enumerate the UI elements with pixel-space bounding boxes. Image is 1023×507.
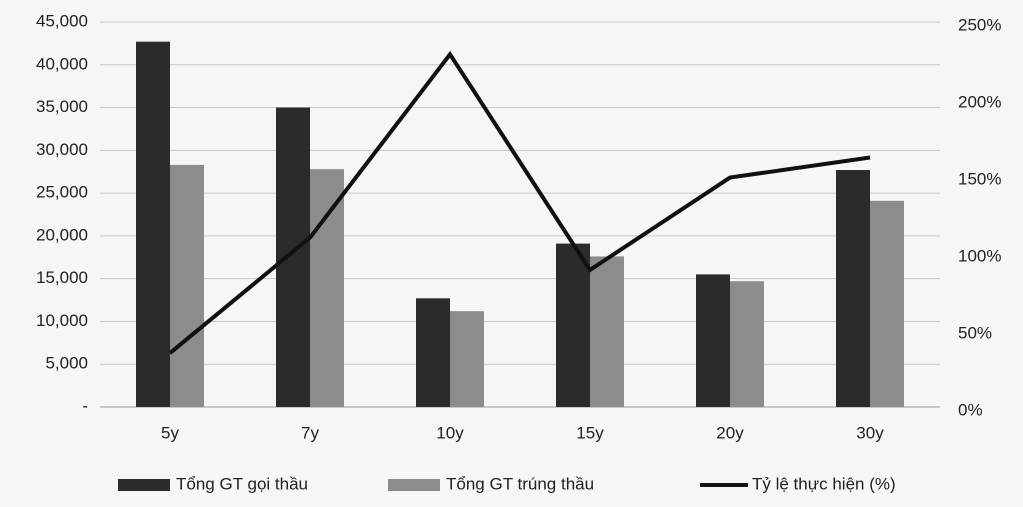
- y-tick-label: 15,000: [36, 268, 88, 287]
- legend-swatch: [388, 479, 440, 491]
- bar: [416, 298, 450, 407]
- bar: [136, 41, 170, 408]
- y-tick-label: 40,000: [36, 54, 88, 73]
- x-tick-label: 15y: [576, 423, 604, 442]
- bar: [310, 169, 344, 407]
- bar: [870, 200, 904, 407]
- y-tick-label: 10,000: [36, 311, 88, 330]
- y-tick-label: 25,000: [36, 183, 88, 202]
- y-tick-label: 20,000: [36, 225, 88, 244]
- y2-tick-label: 100%: [958, 246, 1001, 265]
- y-tick-label: 30,000: [36, 140, 88, 159]
- y-tick-label: 45,000: [36, 11, 88, 30]
- y2-tick-label: 200%: [958, 92, 1001, 111]
- bar: [170, 164, 204, 407]
- y-tick-label: -: [82, 396, 88, 415]
- bar: [450, 311, 484, 407]
- bar: [556, 243, 590, 407]
- bar: [730, 281, 764, 407]
- y2-tick-label: 50%: [958, 323, 992, 342]
- legend-label: Tỷ lệ thực hiện (%): [752, 474, 896, 493]
- x-tick-label: 7y: [301, 423, 319, 442]
- y-tick-label: 35,000: [36, 97, 88, 116]
- bar: [836, 170, 870, 407]
- bar: [696, 274, 730, 407]
- legend-swatch: [118, 479, 170, 491]
- legend-label: Tổng GT trúng thầu: [446, 474, 594, 493]
- x-tick-label: 10y: [436, 423, 464, 442]
- y-tick-label: 5,000: [45, 354, 88, 373]
- x-tick-label: 5y: [161, 423, 179, 442]
- bar: [590, 256, 624, 407]
- legend-label: Tổng GT gọi thầu: [176, 474, 308, 493]
- bar: [276, 107, 310, 408]
- y2-tick-label: 0%: [958, 400, 983, 419]
- x-tick-label: 20y: [716, 423, 744, 442]
- line: [168, 50, 871, 355]
- y2-tick-label: 150%: [958, 169, 1001, 188]
- y2-tick-label: 250%: [958, 15, 1001, 34]
- x-tick-label: 30y: [856, 423, 884, 442]
